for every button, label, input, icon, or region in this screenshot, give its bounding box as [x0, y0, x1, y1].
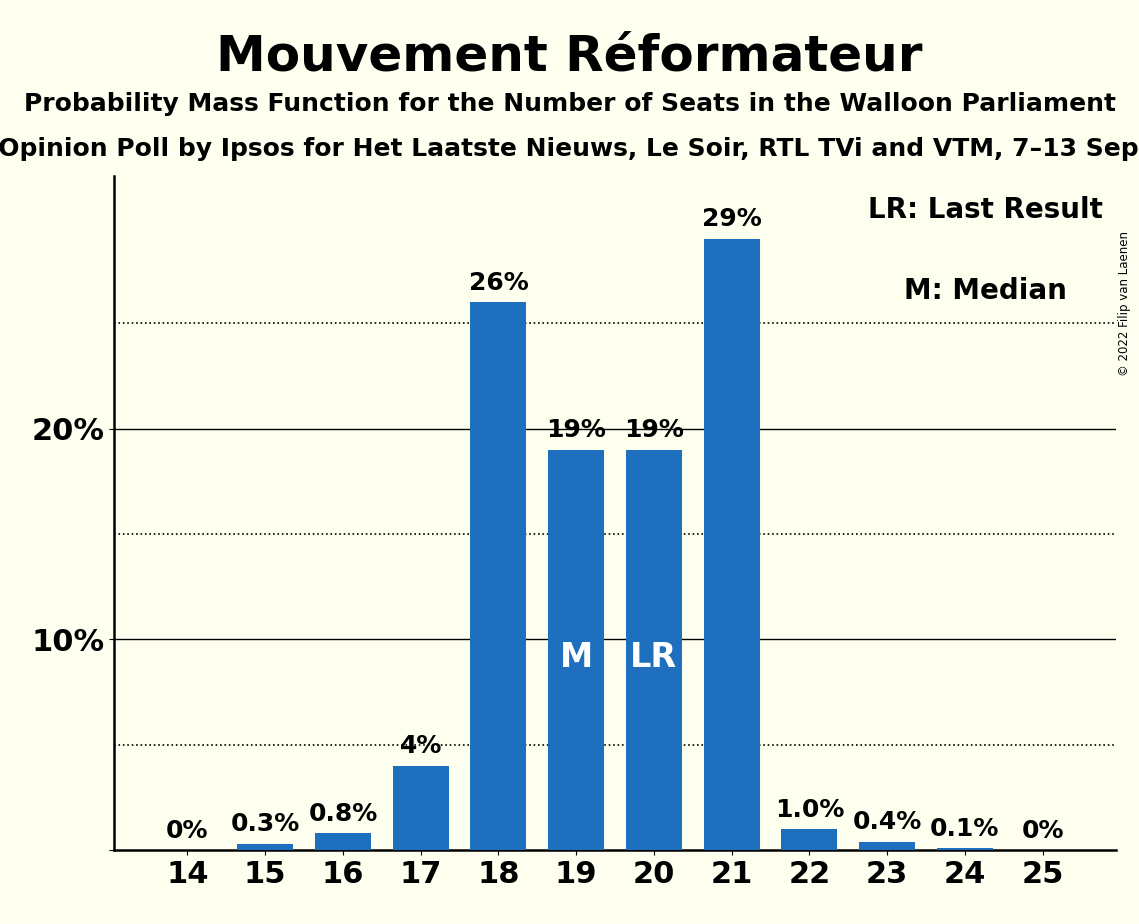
- Text: © 2022 Filip van Laenen: © 2022 Filip van Laenen: [1118, 231, 1131, 376]
- Text: LR: LR: [630, 641, 678, 675]
- Bar: [859, 842, 915, 850]
- Text: 0.3%: 0.3%: [230, 812, 300, 836]
- Text: M: M: [559, 641, 592, 675]
- Text: 1.0%: 1.0%: [775, 797, 844, 821]
- Text: 29%: 29%: [702, 207, 762, 231]
- Text: Mouvement Réformateur: Mouvement Réformateur: [216, 32, 923, 80]
- Text: 0.4%: 0.4%: [853, 810, 921, 834]
- Bar: [470, 302, 526, 850]
- Text: M: Median: M: Median: [904, 277, 1067, 305]
- Bar: [548, 450, 604, 850]
- Bar: [626, 450, 682, 850]
- Bar: [316, 833, 371, 850]
- Text: Probability Mass Function for the Number of Seats in the Walloon Parliament: Probability Mass Function for the Number…: [24, 92, 1115, 116]
- Text: 0.8%: 0.8%: [309, 802, 377, 826]
- Text: 0%: 0%: [1022, 819, 1064, 843]
- Bar: [393, 766, 449, 850]
- Text: 0.1%: 0.1%: [931, 817, 1000, 841]
- Text: 19%: 19%: [624, 419, 683, 443]
- Bar: [704, 238, 760, 850]
- Text: LR: Last Result: LR: Last Result: [868, 196, 1104, 224]
- Text: 0%: 0%: [166, 819, 208, 843]
- Bar: [237, 844, 293, 850]
- Text: 26%: 26%: [468, 271, 528, 295]
- Text: n an Opinion Poll by Ipsos for Het Laatste Nieuws, Le Soir, RTL TVi and VTM, 7–1: n an Opinion Poll by Ipsos for Het Laats…: [0, 137, 1139, 161]
- Bar: [937, 848, 993, 850]
- Text: 19%: 19%: [547, 419, 606, 443]
- Bar: [781, 829, 837, 850]
- Text: 4%: 4%: [400, 735, 442, 759]
